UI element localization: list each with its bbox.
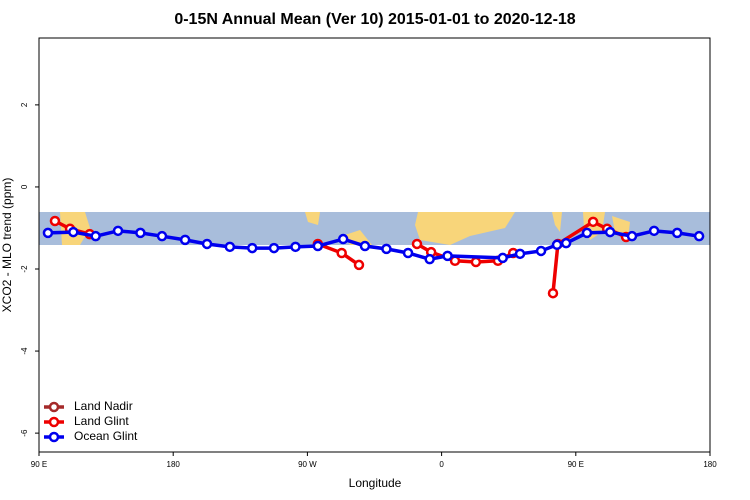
point bbox=[224, 241, 236, 253]
point bbox=[497, 252, 508, 264]
point bbox=[551, 239, 563, 251]
x-tick-label: 90 E bbox=[31, 460, 47, 469]
legend-marker bbox=[48, 401, 60, 413]
legend-marker bbox=[48, 431, 60, 443]
point bbox=[587, 216, 599, 228]
point bbox=[312, 240, 324, 252]
point bbox=[581, 227, 593, 239]
x-tick-label: 90 E bbox=[568, 460, 584, 469]
x-tick-label: 180 bbox=[167, 460, 181, 469]
point bbox=[671, 227, 683, 239]
y-tick-label: -6 bbox=[20, 429, 29, 437]
point bbox=[381, 243, 392, 255]
point bbox=[90, 230, 101, 242]
point bbox=[604, 226, 616, 238]
point bbox=[49, 215, 61, 227]
point bbox=[693, 230, 705, 242]
point bbox=[336, 247, 347, 259]
plot-frame bbox=[38, 37, 711, 453]
legend-marker bbox=[48, 416, 60, 428]
point bbox=[135, 227, 146, 239]
y-tick-label: 0 bbox=[20, 184, 29, 189]
legend-label: Land Glint bbox=[74, 414, 129, 428]
x-tick-label: 180 bbox=[703, 460, 717, 469]
point bbox=[42, 227, 54, 239]
point bbox=[626, 230, 638, 242]
chart-title: 0-15N Annual Mean (Ver 10) 2015-01-01 to… bbox=[174, 11, 575, 28]
legend-label: Ocean Glint bbox=[74, 429, 138, 443]
point bbox=[201, 238, 213, 250]
point bbox=[337, 233, 349, 245]
point bbox=[514, 248, 526, 260]
x-tick-label: 90 W bbox=[298, 460, 317, 469]
y-tick-label: -4 bbox=[20, 347, 29, 355]
point bbox=[535, 245, 547, 257]
point bbox=[648, 225, 660, 237]
legend-label: Land Nadir bbox=[74, 399, 133, 413]
point bbox=[442, 250, 453, 262]
point bbox=[547, 287, 559, 299]
point bbox=[156, 230, 168, 242]
point bbox=[246, 242, 258, 254]
y-tick-label: 2 bbox=[20, 102, 29, 107]
point bbox=[411, 238, 423, 250]
point bbox=[68, 226, 79, 238]
point bbox=[424, 253, 435, 265]
map-band bbox=[39, 212, 710, 245]
point bbox=[359, 240, 371, 252]
point bbox=[179, 234, 191, 246]
x-axis-title: Longitude bbox=[349, 476, 402, 490]
point bbox=[470, 256, 482, 268]
point bbox=[268, 242, 280, 254]
point bbox=[112, 225, 124, 237]
point bbox=[402, 247, 414, 259]
point bbox=[290, 241, 301, 253]
y-axis-title: XCO2 - MLO trend (ppm) bbox=[0, 178, 14, 313]
x-tick-label: 0 bbox=[439, 460, 444, 469]
y-tick-label: -2 bbox=[20, 265, 29, 273]
point bbox=[353, 259, 365, 271]
point bbox=[560, 237, 572, 249]
